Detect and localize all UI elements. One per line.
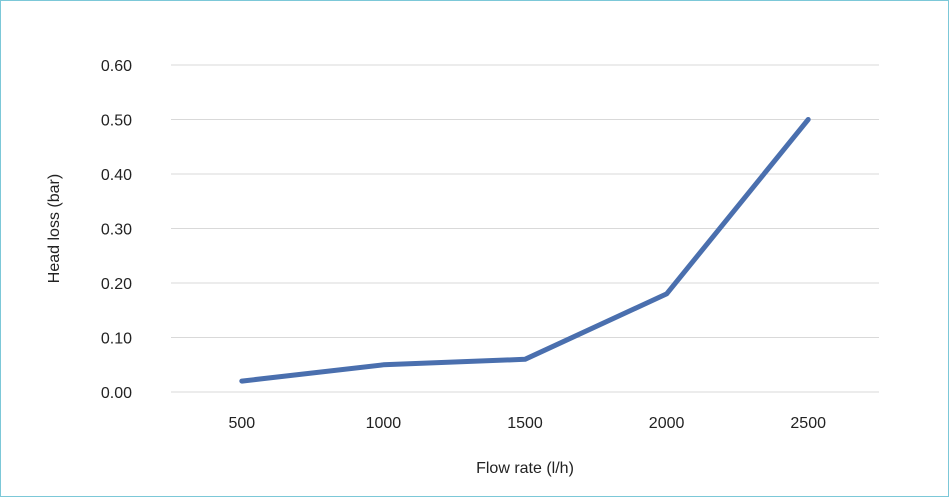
y-axis-tick-labels: 0.00 0.10 0.20 0.30 0.40 0.50 0.60 (101, 58, 132, 402)
y-tick-label: 0.60 (101, 58, 132, 75)
x-tick-label: 1000 (366, 415, 402, 432)
series-layer (242, 119, 809, 381)
y-tick-label: 0.10 (101, 331, 132, 348)
y-axis-title: Head loss (bar) (46, 174, 63, 283)
y-tick-label: 0.00 (101, 385, 132, 402)
y-tick-label: 0.20 (101, 276, 132, 293)
x-axis-title: Flow rate (l/h) (476, 460, 574, 477)
y-tick-label: 0.30 (101, 222, 132, 239)
x-tick-label: 1500 (507, 415, 543, 432)
series-line (242, 120, 808, 382)
x-tick-label: 2500 (790, 415, 826, 432)
y-tick-label: 0.50 (101, 113, 132, 130)
x-tick-label: 2000 (649, 415, 685, 432)
x-tick-label: 500 (228, 415, 255, 432)
y-tick-label: 0.40 (101, 167, 132, 184)
x-axis-tick-labels: 500 1000 1500 2000 2500 (228, 415, 826, 432)
gridlines (171, 65, 879, 392)
